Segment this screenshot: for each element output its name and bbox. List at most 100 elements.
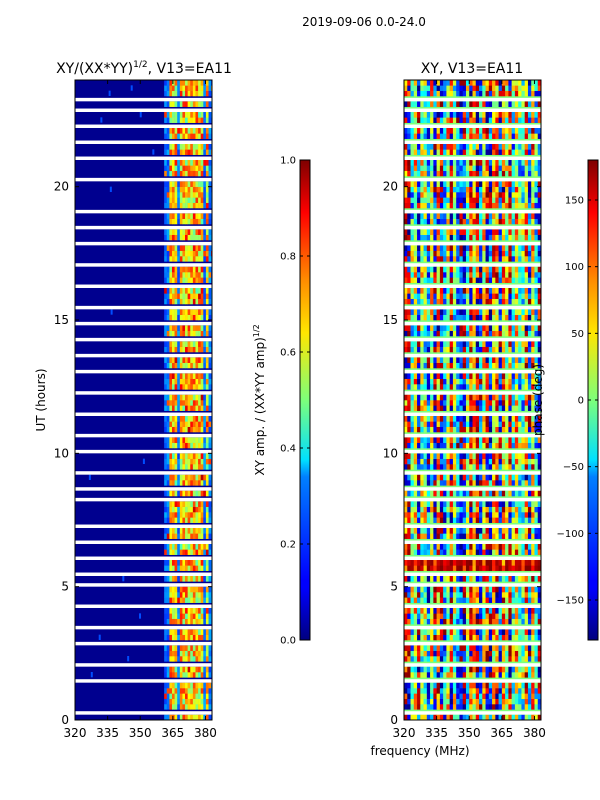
amp-cell — [108, 90, 111, 96]
phase-cell — [521, 682, 525, 689]
amp-cell — [198, 714, 201, 720]
phase-cell — [524, 394, 529, 401]
phase-cell — [413, 384, 418, 390]
amp-cell — [190, 506, 194, 513]
amp-cell — [187, 378, 191, 385]
phase-cell — [423, 592, 428, 598]
amp-cell — [192, 650, 196, 657]
phase-cell — [488, 517, 493, 523]
phase-cell — [410, 544, 415, 550]
phase-cell — [534, 218, 539, 225]
amp-cell — [171, 416, 175, 422]
phase-cell — [537, 272, 541, 278]
phase-cell — [492, 378, 496, 385]
phase-cell — [472, 501, 477, 507]
phase-cell — [501, 458, 506, 465]
phase-cell — [417, 400, 421, 406]
phase-heatmap — [404, 80, 541, 720]
phase-cell — [449, 672, 454, 678]
phase-cell — [531, 544, 535, 550]
phase-cell — [485, 634, 490, 641]
phase-cell — [488, 288, 493, 294]
phase-cell — [498, 357, 503, 363]
phase-cell — [433, 426, 437, 433]
phase-cell — [475, 704, 480, 710]
phase-cell — [423, 634, 428, 641]
phase-cell — [472, 181, 477, 187]
amp-cell — [187, 544, 191, 550]
amp-cell — [182, 426, 186, 433]
amp-cell — [171, 405, 175, 411]
phase-cell — [465, 645, 470, 651]
phase-cell — [407, 277, 411, 283]
phase-cell — [534, 325, 539, 331]
phase-cell — [518, 266, 522, 273]
amp-cell — [208, 330, 212, 337]
phase-cell — [452, 645, 457, 651]
amp-cell — [200, 90, 204, 97]
amp-cell — [179, 192, 183, 198]
phase-cell — [508, 245, 512, 251]
phase-cell — [423, 666, 428, 673]
amp-cell — [179, 394, 183, 401]
phase-cell — [508, 442, 512, 449]
phase-cell — [407, 698, 411, 705]
amp-cell — [177, 517, 181, 523]
amp-cell — [187, 325, 191, 331]
phase-cell — [452, 458, 457, 465]
phase-cell — [404, 149, 408, 155]
phase-cell — [511, 437, 516, 443]
amp-cell — [179, 133, 183, 139]
phase-cell — [521, 421, 525, 427]
phase-cell — [514, 373, 519, 379]
phase-cell — [420, 458, 424, 465]
phase-cell — [485, 309, 490, 315]
amp-cell — [182, 656, 186, 662]
phase-cell — [430, 656, 434, 662]
phase-cell — [423, 549, 428, 555]
amp-cell — [164, 85, 168, 91]
phase-cell — [488, 197, 493, 203]
phase-cell — [479, 298, 483, 305]
phase-cell — [492, 560, 496, 566]
amp-cell — [171, 133, 175, 139]
phase-cell — [426, 714, 431, 720]
amp-cell — [179, 474, 183, 481]
phase-cell — [521, 373, 525, 379]
phase-cell — [410, 416, 415, 422]
phase-cell — [485, 501, 490, 507]
phase-cell — [420, 618, 424, 625]
phase-cell — [433, 613, 437, 619]
phase-cell — [459, 400, 464, 406]
phase-cell — [459, 373, 464, 379]
amp-cell — [177, 192, 181, 198]
phase-cell — [423, 373, 428, 379]
phase-cell — [449, 682, 454, 689]
amp-cell — [185, 112, 188, 118]
phase-cell — [446, 645, 450, 651]
phase-cell — [456, 250, 460, 257]
amp-cell — [182, 384, 186, 390]
phase-cell — [449, 586, 454, 593]
amp-cell — [190, 186, 194, 193]
amp-cell — [182, 458, 186, 465]
phase-cell — [488, 378, 493, 385]
amp-cell — [195, 560, 199, 566]
phase-cell — [426, 277, 431, 283]
amp-cell — [177, 528, 181, 534]
phase-cell — [407, 272, 411, 278]
phase-cell — [407, 586, 411, 593]
phase-cell — [482, 618, 486, 625]
phase-cell — [456, 362, 460, 369]
phase-cell — [417, 666, 421, 673]
amp-cell — [166, 90, 170, 97]
phase-cell — [456, 357, 460, 363]
amp-cell — [171, 576, 175, 582]
amp-cell — [205, 101, 209, 107]
phase-cell — [531, 560, 535, 566]
phase-cell — [449, 218, 454, 225]
phase-cell — [446, 288, 450, 294]
phase-cell — [498, 698, 503, 705]
phase-cell — [404, 597, 408, 603]
phase-cell — [508, 309, 512, 315]
